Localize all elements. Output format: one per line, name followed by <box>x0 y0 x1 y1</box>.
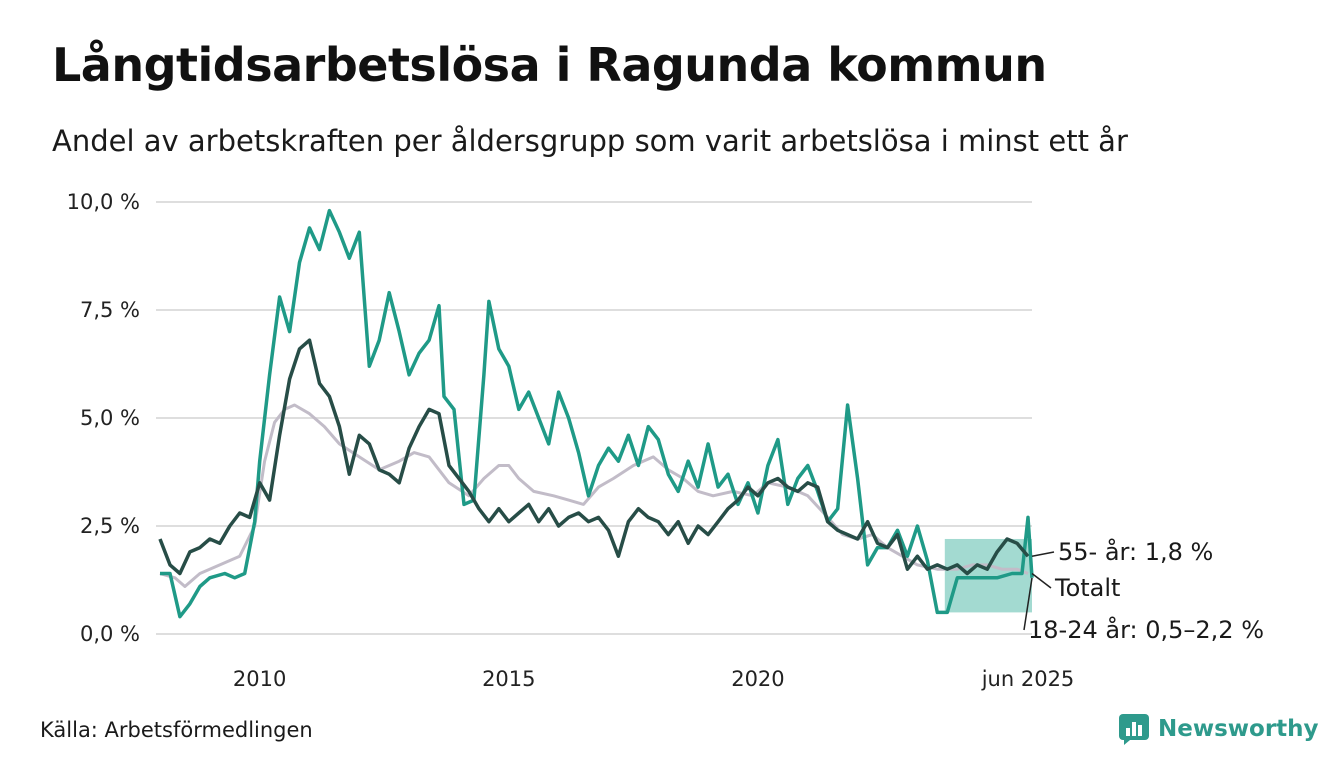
source-note: Källa: Arbetsförmedlingen <box>40 718 313 742</box>
x-tick-label: 2010 <box>233 667 286 691</box>
end-label-age_55: 55- år: 1,8 % <box>1058 537 1213 566</box>
series-line-total <box>159 403 1029 588</box>
y-tick-label: 2,5 % <box>80 514 140 538</box>
chart-subtitle: Andel av arbetskraften per åldersgrupp s… <box>52 124 1128 158</box>
y-tick-label: 7,5 % <box>80 298 140 322</box>
series-line-age_55 <box>158 338 1030 576</box>
y-tick-label: 0,0 % <box>80 622 140 646</box>
leader-line-age_55 <box>1031 551 1055 557</box>
grid-layer <box>156 201 1032 635</box>
leader-line-total <box>1031 572 1052 589</box>
end-label-total: Totalt <box>1054 574 1120 602</box>
brand-name: Newsworthy <box>1158 716 1319 742</box>
x-tick-label: 2020 <box>731 667 784 691</box>
end-label-age_18_24: 18-24 år: 0,5–2,2 % <box>1028 615 1264 644</box>
x-axis-ticks: 2010 2015 2020 jun 2025 <box>233 667 1074 691</box>
chart-title: Långtidsarbetslösa i Ragunda kommun <box>52 38 1047 92</box>
y-axis-ticks: 0,0 % 2,5 % 5,0 % 7,5 % 10,0 % <box>67 190 140 646</box>
end-labels: 55- år: 1,8 % Totalt 18-24 år: 0,5–2,2 % <box>1023 537 1264 644</box>
y-tick-label: 10,0 % <box>67 190 140 214</box>
newsworthy-logo-icon <box>1119 714 1149 745</box>
band-layer <box>944 538 1032 613</box>
y-tick-label: 5,0 % <box>80 406 140 430</box>
x-tick-label: jun 2025 <box>981 667 1075 691</box>
series-line-age_18_24 <box>160 208 1034 619</box>
leader-line-age_18_24 <box>1023 577 1033 631</box>
range-band-18-24 <box>944 538 1032 613</box>
series-layer <box>158 208 1034 619</box>
brand-logo: Newsworthy <box>1118 713 1319 745</box>
x-tick-label: 2015 <box>482 667 535 691</box>
